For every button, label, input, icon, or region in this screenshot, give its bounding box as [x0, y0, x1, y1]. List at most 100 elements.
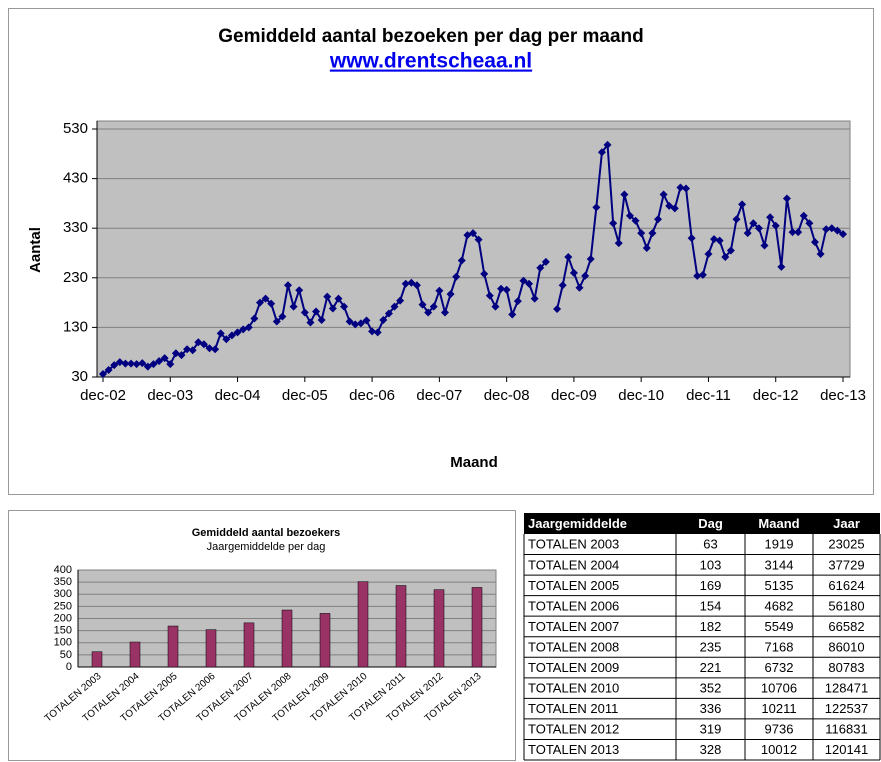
y-tick-label: 150	[54, 625, 72, 637]
chart-subtitle: Jaargemiddelde per dag	[207, 541, 326, 553]
table-cell: TOTALEN 2004	[528, 557, 619, 572]
marker	[670, 204, 679, 213]
bar	[243, 622, 255, 668]
plot-area	[96, 120, 851, 378]
marker	[435, 286, 444, 295]
y-tick-label: 130	[63, 318, 88, 335]
marker	[704, 249, 713, 258]
marker	[698, 270, 707, 279]
marker	[822, 225, 831, 234]
marker	[766, 213, 775, 222]
x-tick-label: dec-07	[416, 387, 462, 404]
table-cell: 352	[700, 681, 722, 696]
table-cell: TOTALEN 2009	[528, 660, 619, 675]
table-cell: 169	[700, 578, 722, 593]
table-cell: 235	[700, 639, 722, 654]
marker	[508, 310, 517, 319]
marker	[127, 359, 136, 368]
bar	[471, 587, 483, 668]
marker	[530, 294, 539, 303]
bar	[129, 641, 141, 668]
marker	[760, 241, 769, 250]
bar	[205, 629, 217, 668]
marker	[536, 263, 545, 272]
marker	[620, 190, 629, 199]
marker	[323, 292, 332, 301]
marker	[676, 183, 685, 192]
marker	[665, 201, 674, 210]
marker	[754, 224, 763, 233]
marker	[284, 281, 292, 290]
marker	[799, 211, 808, 220]
marker	[429, 302, 438, 311]
table-cell: TOTALEN 2007	[528, 619, 619, 634]
marker	[474, 235, 483, 244]
table-cell: 182	[700, 619, 722, 634]
marker	[138, 359, 147, 368]
marker	[777, 262, 786, 271]
marker	[693, 271, 702, 280]
table-cell: 1919	[765, 537, 794, 552]
marker	[553, 305, 562, 314]
marker	[715, 236, 724, 245]
marker	[177, 351, 186, 360]
table-cell: TOTALEN 2003	[528, 537, 619, 552]
marker	[637, 229, 646, 238]
marker	[424, 308, 433, 317]
marker	[306, 318, 315, 327]
table-cell: 120141	[825, 742, 868, 757]
table-cell: 6732	[765, 660, 794, 675]
table-cell: TOTALEN 2010	[528, 681, 619, 696]
marker	[278, 312, 287, 321]
marker	[373, 328, 382, 337]
marker	[205, 344, 214, 353]
table-cell: TOTALEN 2008	[528, 639, 619, 654]
marker	[396, 296, 405, 305]
y-tick-label: 100	[54, 637, 72, 649]
marker	[833, 226, 842, 235]
marker	[188, 346, 197, 355]
link[interactable]: www.drentscheaa.nl	[329, 50, 532, 73]
marker	[211, 345, 220, 354]
marker	[328, 304, 337, 313]
y-tick-label: 230	[63, 269, 88, 286]
x-tick-label: dec-04	[215, 387, 261, 404]
marker	[115, 358, 124, 367]
marker	[227, 331, 236, 340]
marker	[687, 234, 696, 243]
table-cell: 122537	[825, 701, 868, 716]
marker	[485, 291, 494, 300]
marker	[222, 335, 231, 344]
marker	[166, 360, 175, 369]
x-tick-label: dec-06	[349, 387, 395, 404]
marker	[592, 203, 601, 212]
y-tick-label: 50	[60, 649, 72, 661]
table-cell: TOTALEN 2011	[528, 701, 618, 716]
marker	[710, 235, 719, 244]
marker	[738, 200, 747, 209]
bar	[91, 651, 103, 668]
marker	[497, 284, 506, 293]
marker	[295, 286, 304, 295]
table-cell: 80783	[828, 660, 864, 675]
y-tick-label: 0	[66, 661, 72, 673]
header-cell: Dag	[698, 516, 723, 531]
marker	[345, 317, 354, 326]
marker	[502, 285, 511, 294]
marker	[244, 323, 253, 332]
y-axis-title: Aantal	[27, 227, 44, 273]
table-cell: 37729	[828, 557, 864, 572]
marker	[104, 366, 113, 375]
marker	[368, 327, 377, 336]
marker	[452, 272, 461, 281]
table-cell: 10706	[761, 681, 797, 696]
marker	[794, 228, 803, 237]
marker	[648, 229, 657, 238]
table-cell: TOTALEN 2013	[528, 742, 619, 757]
marker	[721, 252, 730, 261]
header-cell: Jaar	[833, 516, 860, 531]
marker	[541, 257, 550, 266]
marker	[597, 148, 606, 157]
y-tick-label: 300	[54, 588, 72, 600]
marker	[401, 279, 410, 288]
